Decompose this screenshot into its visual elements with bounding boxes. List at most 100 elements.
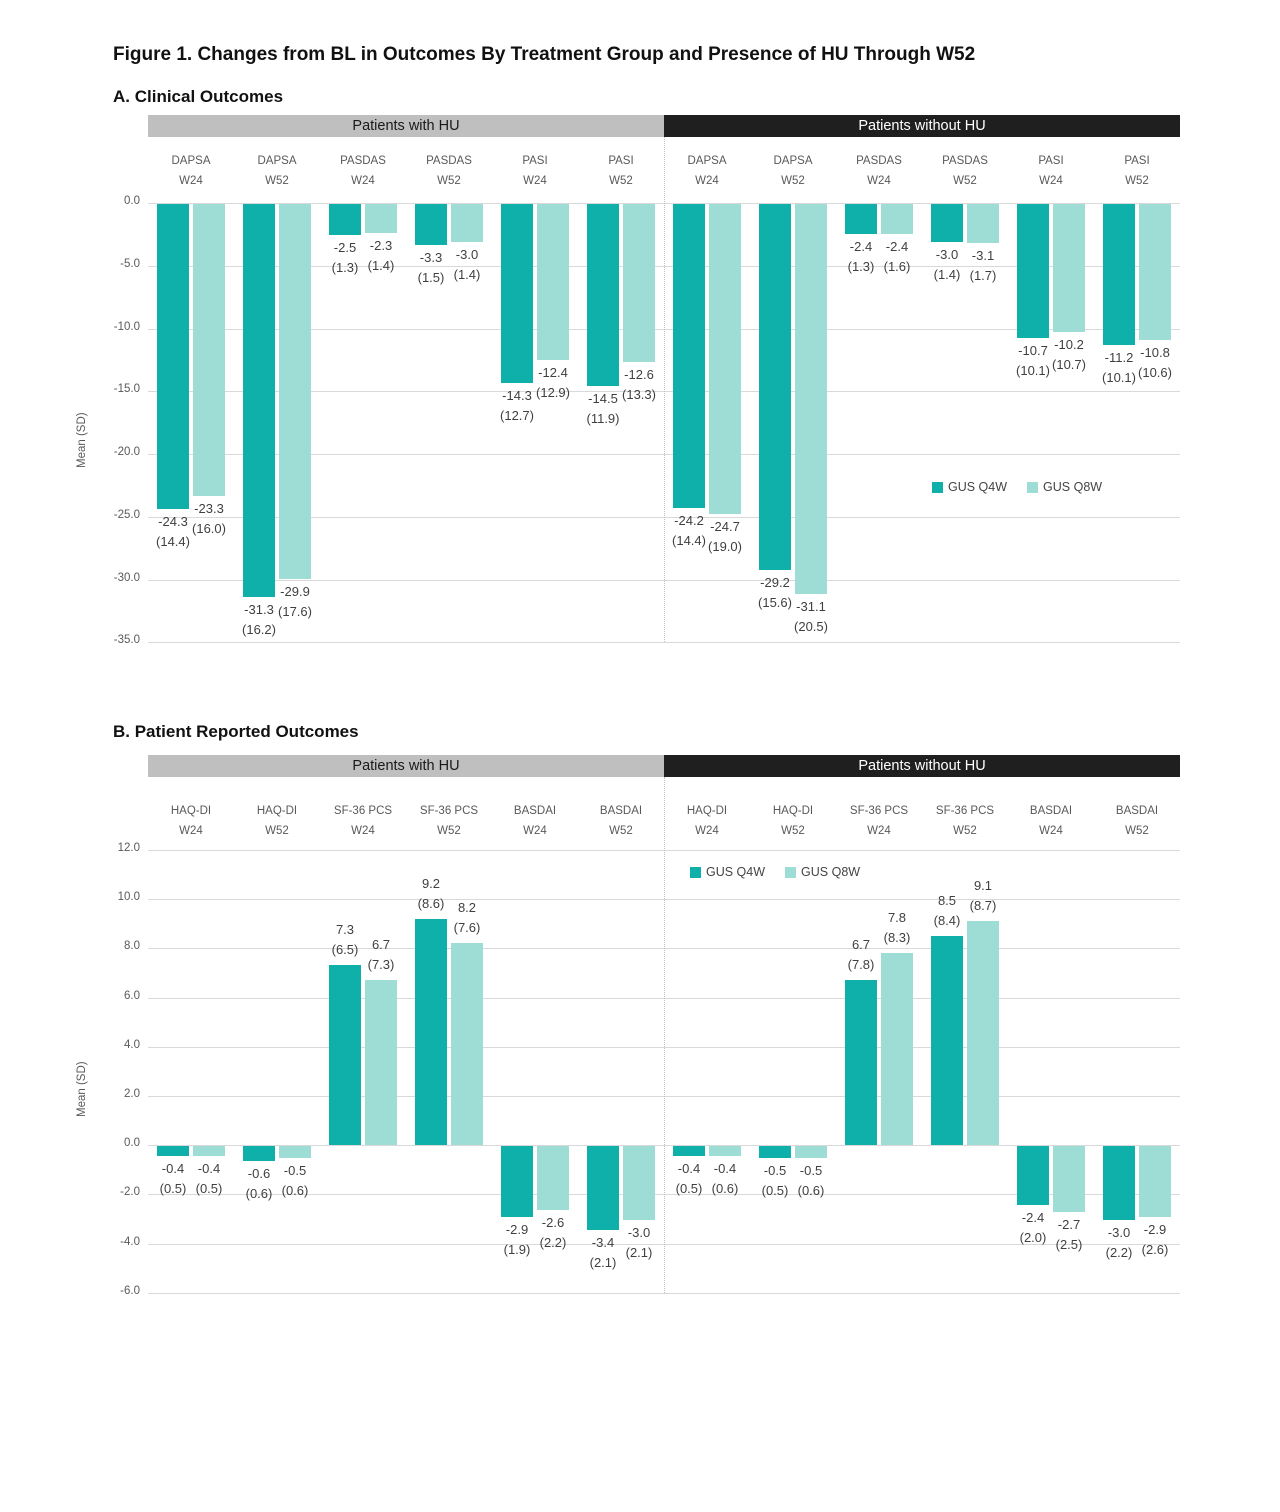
data-label-gus-q8w-sf-36-pcs-w24-without-hu: 7.8 (8.3) <box>883 910 911 946</box>
category-label-pasi-w52-without-hu: PASI W52 <box>1124 155 1150 187</box>
bar-gus-q8w-sf-36-pcs-w52-with-hu <box>451 943 483 1146</box>
bar-gus-q8w-pasdas-w24-with-hu <box>365 204 397 233</box>
category-label-haq-di-w24-with-hu: HAQ-DI W24 <box>170 805 212 837</box>
data-label-gus-q4w-pasdas-w24-with-hu: -2.5 (1.3) <box>331 240 359 275</box>
category-label-pasdas-w24-with-hu: PASDAS W24 <box>340 155 386 187</box>
category-label-basdai-w52-without-hu: BASDAI W52 <box>1115 805 1159 837</box>
data-label-gus-q4w-pasi-w24-without-hu: -10.7 (10.1) <box>1016 343 1050 378</box>
data-label-gus-q4w-dapsa-w52-without-hu: -29.2 (15.6) <box>758 575 792 610</box>
data-label-gus-q8w-haq-di-w52-without-hu: -0.5 (0.6) <box>797 1163 825 1199</box>
data-label-gus-q8w-pasdas-w52-without-hu: -3.1 (1.7) <box>969 248 997 283</box>
category-label-basdai-w52-with-hu: BASDAI W52 <box>599 805 643 837</box>
legend-label: GUS Q4W <box>948 480 1008 494</box>
data-label-gus-q4w-dapsa-w52-with-hu: -31.3 (16.2) <box>242 602 276 637</box>
y-tick-label: -6.0 <box>120 1285 140 1297</box>
bar-gus-q4w-dapsa-w24-without-hu <box>673 204 705 508</box>
panel-a-chart: Patients with HU Patients without HU DAPSA… <box>76 115 1180 646</box>
category-label-pasdas-w24-without-hu: PASDAS W24 <box>856 155 902 187</box>
data-label-gus-q4w-pasi-w52-without-hu: -11.2 (10.1) <box>1102 350 1136 385</box>
category-label-pasi-w24-with-hu: PASI W24 <box>522 155 548 187</box>
bar-gus-q8w-sf-36-pcs-w24-without-hu <box>881 953 913 1146</box>
bar-gus-q4w-haq-di-w52-without-hu <box>759 1146 791 1159</box>
y-tick-label: -5.0 <box>120 258 140 270</box>
data-label-gus-q8w-sf-36-pcs-w52-with-hu: 8.2 (7.6) <box>453 900 481 936</box>
bar-gus-q4w-pasdas-w24-without-hu <box>845 204 877 234</box>
y-tick-label: 12.0 <box>117 842 140 854</box>
figure-title: Figure 1. Changes from BL in Outcomes By… <box>113 44 976 65</box>
category-label-sf-36-pcs-w52-with-hu: SF-36 PCS W52 <box>419 805 479 837</box>
data-label-gus-q8w-haq-di-w24-with-hu: -0.4 (0.5) <box>195 1161 223 1197</box>
category-label-sf-36-pcs-w24-without-hu: SF-36 PCS W24 <box>849 805 909 837</box>
bar-gus-q4w-sf-36-pcs-w24-with-hu <box>329 965 361 1146</box>
group-header-patients-with-hu: Patients with HU <box>148 115 664 137</box>
bar-gus-q4w-pasi-w24-with-hu <box>501 204 533 383</box>
y-tick-label: 8.0 <box>124 940 140 952</box>
legend-swatch-icon <box>1027 481 1039 493</box>
bar-gus-q4w-pasdas-w52-without-hu <box>931 204 963 242</box>
legend: GUS Q4W GUS Q8W <box>690 865 860 879</box>
bar-gus-q4w-pasdas-w24-with-hu <box>329 204 361 235</box>
plot-area: 12.0 10.0 8.0 6.0 4.0 2.0 0.0 -2.0 -4.0 -6.0 Mean … <box>76 777 1180 1297</box>
legend-label: GUS Q8W <box>801 865 861 879</box>
data-label-gus-q4w-sf-36-pcs-w52-without-hu: 8.5 (8.4) <box>933 893 961 929</box>
category-label-basdai-w24-with-hu: BASDAI W24 <box>513 805 557 837</box>
bar-gus-q4w-dapsa-w52-without-hu <box>759 204 791 570</box>
data-label-gus-q8w-pasdas-w52-with-hu: -3.0 (1.4) <box>453 247 481 282</box>
y-axis-label: Mean (SD) <box>76 1060 88 1117</box>
bar-gus-q8w-pasdas-w24-without-hu <box>881 204 913 234</box>
legend-label: GUS Q4W <box>706 865 766 879</box>
data-label-gus-q8w-pasi-w52-with-hu: -12.6 (13.3) <box>622 367 656 402</box>
data-label-gus-q4w-haq-di-w52-with-hu: -0.6 (0.6) <box>245 1166 273 1202</box>
bar-gus-q8w-basdai-w24-with-hu <box>537 1146 569 1211</box>
category-label-pasi-w24-without-hu: PASI W24 <box>1038 155 1064 187</box>
y-tick-label: -20.0 <box>113 446 140 458</box>
data-label-gus-q8w-dapsa-w24-with-hu: -23.3 (16.0) <box>192 501 226 536</box>
legend-label: GUS Q8W <box>1043 480 1103 494</box>
data-label-gus-q4w-haq-di-w24-without-hu: -0.4 (0.5) <box>675 1161 703 1197</box>
gridline--35 <box>148 642 1180 643</box>
category-label-dapsa-w24-with-hu: DAPSA W24 <box>171 155 211 187</box>
y-tick-label: -30.0 <box>113 572 140 584</box>
data-label-gus-q8w-sf-36-pcs-w52-without-hu: 9.1 (8.7) <box>969 878 997 914</box>
category-label-sf-36-pcs-w24-with-hu: SF-36 PCS W24 <box>333 805 393 837</box>
bar-gus-q4w-pasi-w24-without-hu <box>1017 204 1049 338</box>
bar-gus-q4w-pasdas-w52-with-hu <box>415 204 447 245</box>
group-header-patients-with-hu: Patients with HU <box>148 755 664 777</box>
bar-gus-q4w-dapsa-w52-with-hu <box>243 204 275 597</box>
bar-gus-q4w-pasi-w52-without-hu <box>1103 204 1135 345</box>
bar-gus-q8w-haq-di-w24-with-hu <box>193 1146 225 1157</box>
data-label-gus-q8w-pasi-w52-without-hu: -10.8 (10.6) <box>1138 345 1172 380</box>
y-tick-label: -35.0 <box>113 634 140 646</box>
category-label-haq-di-w52-with-hu: HAQ-DI W52 <box>256 805 298 837</box>
data-label-gus-q4w-basdai-w52-with-hu: -3.4 (2.1) <box>589 1235 617 1271</box>
data-label-gus-q4w-pasi-w24-with-hu: -14.3 (12.7) <box>500 388 534 423</box>
bar-gus-q8w-pasi-w24-with-hu <box>537 204 569 360</box>
panel-a-heading: A. Clinical Outcomes <box>113 87 284 106</box>
category-label-dapsa-w52-without-hu: DAPSA W52 <box>773 155 813 187</box>
y-tick-label: -10.0 <box>113 321 140 333</box>
y-tick-label: 0.0 <box>124 195 140 207</box>
legend: GUS Q4W GUS Q8W <box>932 480 1102 494</box>
category-label-dapsa-w24-without-hu: DAPSA W24 <box>687 155 727 187</box>
y-tick-label: -4.0 <box>120 1236 140 1248</box>
bar-gus-q4w-sf-36-pcs-w52-without-hu <box>931 936 963 1146</box>
group-header-patients-without-hu: Patients without HU <box>664 755 1180 777</box>
data-label-gus-q4w-dapsa-w24-with-hu: -24.3 (14.4) <box>156 514 190 549</box>
data-label-gus-q4w-haq-di-w52-without-hu: -0.5 (0.5) <box>761 1163 789 1199</box>
bar-gus-q8w-basdai-w52-with-hu <box>623 1146 655 1221</box>
data-label-gus-q8w-dapsa-w52-without-hu: -31.1 (20.5) <box>794 599 828 634</box>
bar-gus-q4w-pasi-w52-with-hu <box>587 204 619 386</box>
bar-gus-q4w-haq-di-w24-without-hu <box>673 1146 705 1157</box>
bar-gus-q4w-basdai-w52-with-hu <box>587 1146 619 1231</box>
legend-item-gus-q8w: GUS Q8W <box>785 865 860 879</box>
bar-gus-q8w-pasdas-w52-with-hu <box>451 204 483 242</box>
data-label-gus-q8w-haq-di-w52-with-hu: -0.5 (0.6) <box>281 1163 309 1199</box>
data-label-gus-q4w-pasdas-w24-without-hu: -2.4 (1.3) <box>847 239 875 274</box>
data-label-gus-q4w-haq-di-w24-with-hu: -0.4 (0.5) <box>159 1161 187 1197</box>
category-label-dapsa-w52-with-hu: DAPSA W52 <box>257 155 297 187</box>
category-label-pasi-w52-with-hu: PASI W52 <box>608 155 634 187</box>
data-label-gus-q4w-pasi-w52-with-hu: -14.5 (11.9) <box>586 391 620 426</box>
y-tick-label: 4.0 <box>124 1039 140 1051</box>
category-label-pasdas-w52-with-hu: PASDAS W52 <box>426 155 472 187</box>
